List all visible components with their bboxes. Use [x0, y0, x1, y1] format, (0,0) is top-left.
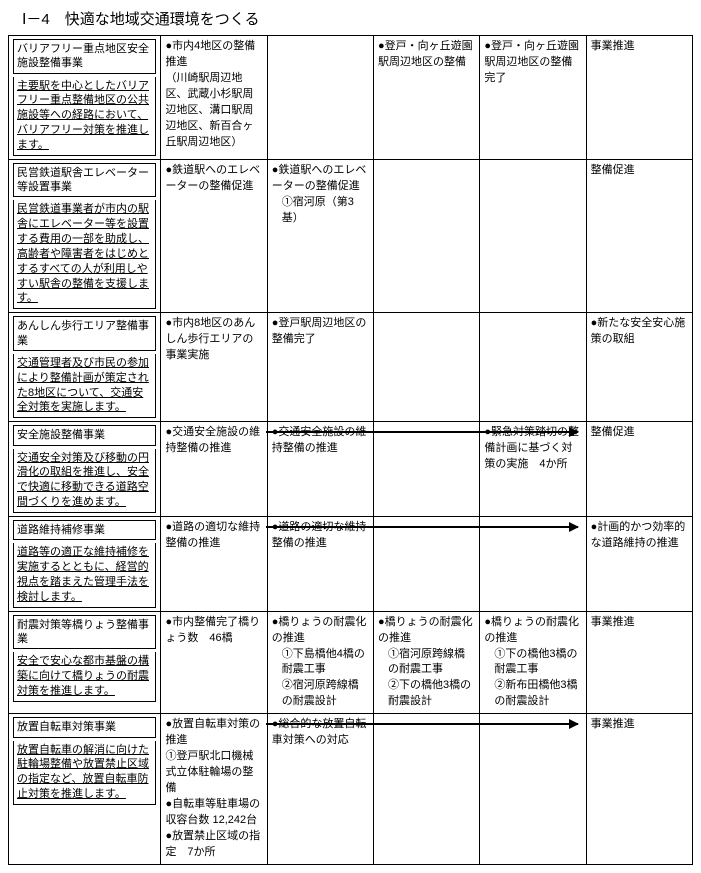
row-header: あんしん歩行エリア整備事業交通管理者及び市民の参加により整備計画が策定された8地…: [9, 313, 161, 422]
cell: ●橋りょうの耐震化の推進①下島橋他4橋の耐震工事②宿河原跨線橋の耐震設計: [267, 611, 373, 714]
project-desc: 主要駅を中心としたバリアフリー重点整備地区の公共施設等への経路において、バリアフ…: [13, 77, 156, 156]
table-row: バリアフリー重点地区安全施設整備事業主要駅を中心としたバリアフリー重点整備地区の…: [9, 36, 693, 160]
cell: ●橋りょうの耐震化の推進①下の橋他3橋の耐震工事②新布田橋他3橋の耐震設計: [480, 611, 586, 714]
project-label: 道路維持補修事業: [13, 520, 156, 540]
cell: ●交通安全施設の維持整備の推進: [161, 422, 267, 517]
row-header: バリアフリー重点地区安全施設整備事業主要駅を中心としたバリアフリー重点整備地区の…: [9, 36, 161, 160]
project-desc: 放置自転車の解消に向けた駐輪場整備や放置禁止区域の指定など、放置自転車防止対策を…: [13, 741, 156, 805]
cell: ●市内整備完了橋りょう数 46橋: [161, 611, 267, 714]
project-label: 安全施設整備事業: [13, 425, 156, 445]
cell: ●新たな安全安心施策の取組: [586, 313, 692, 422]
project-desc: 交通安全対策及び移動の円滑化の取組を推進し、安全で快適に移動できる道路空間づくり…: [13, 449, 156, 513]
project-label: 放置自転車対策事業: [13, 717, 156, 737]
project-desc: 交通管理者及び市民の参加により整備計画が策定された8地区について、交通安全対策を…: [13, 354, 156, 418]
cell: [374, 159, 480, 313]
cell: ●鉄道駅へのエレベーターの整備促進: [161, 159, 267, 313]
cell: 整備促進: [586, 422, 692, 517]
row-header: 民営鉄道駅舎エレベーター等設置事業民営鉄道事業者が市内の駅舎にエレベーター等を設…: [9, 159, 161, 313]
cell: ●交通安全施設の維持整備の推進: [267, 422, 373, 517]
table-row: 放置自転車対策事業放置自転車の解消に向けた駐輪場整備や放置禁止区域の指定など、放…: [9, 714, 693, 864]
cell: [267, 36, 373, 160]
cell: ●放置自転車対策の推進①登戸駅北口機械式立体駐輪場の整備●自転車等駐車場の収容台…: [161, 714, 267, 864]
cell: [374, 313, 480, 422]
table-row: 民営鉄道駅舎エレベーター等設置事業民営鉄道事業者が市内の駅舎にエレベーター等を設…: [9, 159, 693, 313]
project-label: 民営鉄道駅舎エレベーター等設置事業: [13, 163, 156, 198]
table-row: あんしん歩行エリア整備事業交通管理者及び市民の参加により整備計画が策定された8地…: [9, 313, 693, 422]
page-title: Ⅰ－4 快適な地域交通環境をつくる: [8, 8, 693, 29]
cell: 事業推進: [586, 36, 692, 160]
project-label: あんしん歩行エリア整備事業: [13, 316, 156, 351]
cell: 整備促進: [586, 159, 692, 313]
cell: [480, 313, 586, 422]
row-header: 耐震対策等橋りょう整備事業安全で安心な都市基盤の構築に向けて橋りょうの耐震対策を…: [9, 611, 161, 714]
cell: ●道路の適切な維持整備の推進: [161, 516, 267, 611]
cell: ●登戸駅周辺地区の整備完了: [267, 313, 373, 422]
project-label: 耐震対策等橋りょう整備事業: [13, 615, 156, 650]
cell: [480, 714, 586, 864]
cell: [374, 422, 480, 517]
policy-table: バリアフリー重点地区安全施設整備事業主要駅を中心としたバリアフリー重点整備地区の…: [8, 35, 693, 865]
cell: ●市内8地区のあんしん歩行エリアの事業実施: [161, 313, 267, 422]
cell: ●登戸・向ヶ丘遊園駅周辺地区の整備: [374, 36, 480, 160]
cell: ●道路の適切な維持整備の推進: [267, 516, 373, 611]
cell: ●緊急対策踏切の整備計画に基づく対策の実施 4か所: [480, 422, 586, 517]
project-desc: 民営鉄道事業者が市内の駅舎にエレベーター等を設置する費用の一部を助成し、高齢者や…: [13, 200, 156, 309]
cell: [374, 714, 480, 864]
cell: 事業推進: [586, 714, 692, 864]
cell: [374, 516, 480, 611]
row-header: 安全施設整備事業交通安全対策及び移動の円滑化の取組を推進し、安全で快適に移動でき…: [9, 422, 161, 517]
cell: ●総合的な放置自転車対策への対応: [267, 714, 373, 864]
cell: [480, 159, 586, 313]
cell: [480, 516, 586, 611]
cell: ●登戸・向ヶ丘遊園駅周辺地区の整備完了: [480, 36, 586, 160]
cell: ●橋りょうの耐震化の推進①宿河原跨線橋の耐震工事②下の橋他3橋の耐震設計: [374, 611, 480, 714]
row-header: 道路維持補修事業道路等の適正な維持補修を実施するとともに、経営的視点を踏まえた管…: [9, 516, 161, 611]
project-desc: 道路等の適正な維持補修を実施するとともに、経営的視点を踏まえた管理手法を検討しま…: [13, 543, 156, 607]
cell: ●鉄道駅へのエレベーターの整備促進①宿河原（第3基）: [267, 159, 373, 313]
cell: ●市内4地区の整備推進（川崎駅周辺地区、武蔵小杉駅周辺地区、溝口駅周辺地区、新百…: [161, 36, 267, 160]
table-row: 安全施設整備事業交通安全対策及び移動の円滑化の取組を推進し、安全で快適に移動でき…: [9, 422, 693, 517]
project-desc: 安全で安心な都市基盤の構築に向けて橋りょうの耐震対策を推進します。: [13, 652, 156, 702]
table-row: 道路維持補修事業道路等の適正な維持補修を実施するとともに、経営的視点を踏まえた管…: [9, 516, 693, 611]
row-header: 放置自転車対策事業放置自転車の解消に向けた駐輪場整備や放置禁止区域の指定など、放…: [9, 714, 161, 864]
project-label: バリアフリー重点地区安全施設整備事業: [13, 39, 156, 74]
table-row: 耐震対策等橋りょう整備事業安全で安心な都市基盤の構築に向けて橋りょうの耐震対策を…: [9, 611, 693, 714]
cell: ●計画的かつ効率的な道路維持の推進: [586, 516, 692, 611]
cell: 事業推進: [586, 611, 692, 714]
